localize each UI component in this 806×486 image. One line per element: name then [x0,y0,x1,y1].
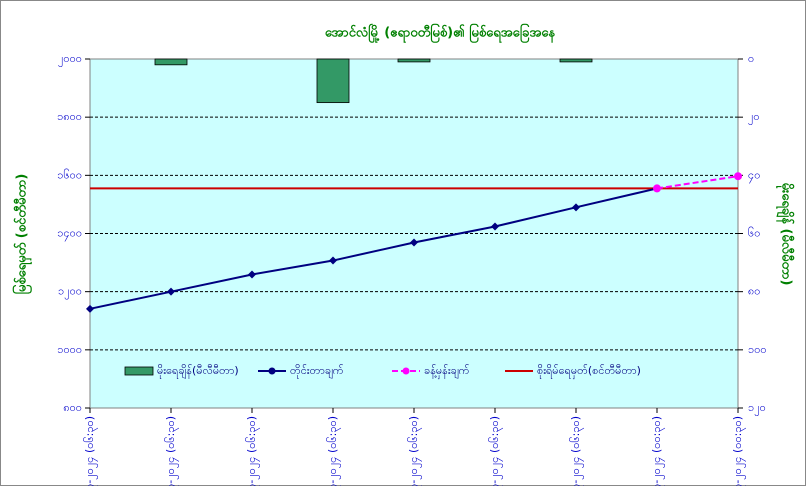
y-tick-label: ၁၄၀၀ [57,227,82,242]
y2-tick-label: ၈၀ [748,285,760,298]
y2-tick-label: ၁၀၀ [748,343,767,356]
y-tick-label: ၁၀၀၀ [57,343,82,356]
x-tick-label: ၁၁-၇-၂၀၂၄ (၀၆:၃၀) [407,416,422,486]
y-axis-label: မြစ်ရေမှတ် (စင်တီမီတာ) [12,174,33,295]
x-tick-label: ၁၀-၇-၂၀၂၄ (၀၆:၃၀) [326,416,341,486]
x-tick-label: ၁၄-၇-၂၀၂၄ (၀၀:၃၀) [650,416,665,486]
line [89,187,658,310]
y-tick-label: ၁၈၀၀ [57,110,82,123]
legend-swatch [124,366,154,376]
marker [572,203,580,212]
y2-tick-label: ၀ [748,52,754,65]
y2-tick-label: ၂၀ [748,110,760,125]
marker [653,184,661,193]
legend-marker [402,367,410,375]
legend-label: တိုင်းတာချက် [290,364,344,379]
x-tick-label: ၁၅-၇-၂၀၂၄ (၀၀:၃၀) [731,416,746,486]
y2-tick-label: ၆၀ [748,227,760,240]
marker [167,287,175,296]
line [656,175,739,190]
bar [154,58,188,66]
x-tick-label: ၁၂-၇-၂၀၂၄ (၀၆:၃၀) [488,416,503,486]
bar [397,58,431,63]
x-tick-label: ၇-၇-၂၀၂၄ (၀၆:၃၀) [83,416,98,486]
chart-title: အောင်လံမြို့ (ဧရာဝတီမြစ်)၏ မြစ်ရေအခြေအနေ [325,23,557,44]
legend-label: မိုးရေချိန်(မီလီမီတာ) [157,364,239,379]
x-tick-label: ၁၃-၇-၂၀၂၄ (၀၆:၃၀) [569,416,584,486]
y-tick-label: ၂၀၀၀ [58,52,82,67]
marker [329,256,337,265]
x-tick-label: ၈-၇-၂၀၂၄ (၀၆:၃၀) [164,416,179,486]
y2-tick-label: ၁၂၀ [748,401,766,416]
y-tick-label: ၁၂၀၀ [58,285,82,300]
legend-label: စိုးရိမ်ရေမှတ်(စင်တီမီတာ) [537,364,641,379]
legend-label: ခန့်မှန်းချက် [424,364,470,379]
bar [559,58,593,63]
legend-marker [268,367,276,375]
y2-tick-label: ၄၀ [748,168,760,183]
marker [248,270,256,279]
y2-axis-label: မိုးရေချိန် (မီလီမီတာ) [776,183,796,286]
bar [316,58,350,104]
marker [86,304,94,313]
marker [491,222,499,231]
marker [410,238,418,247]
y-tick-label: ၈၀၀ [63,401,82,414]
y-tick-label: ၁၆၀၀ [57,168,82,181]
x-tick-label: ၉-၇-၂၀၂၄ (၀၆:၃၀) [245,416,260,486]
marker [734,172,742,181]
